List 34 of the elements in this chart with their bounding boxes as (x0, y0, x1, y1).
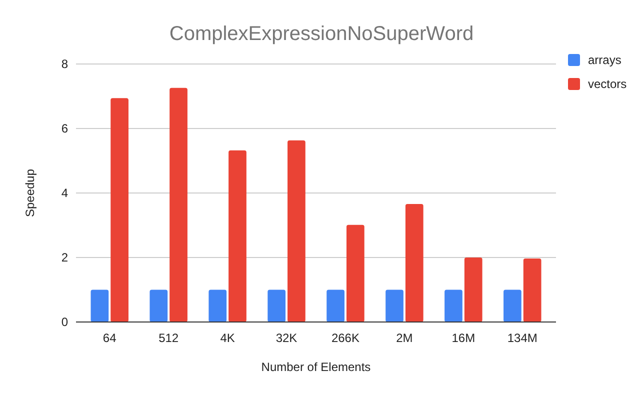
y-tick-label: 8 (61, 57, 68, 72)
bar (326, 290, 344, 322)
bar (464, 258, 482, 322)
bar (523, 258, 542, 322)
bar (288, 140, 306, 322)
x-tick-label: 16M (452, 331, 476, 345)
legend-label: arrays (588, 53, 622, 68)
x-tick-label: 32K (276, 331, 298, 345)
y-tick-label: 6 (61, 122, 68, 136)
bar (504, 290, 522, 322)
x-tick-label: 266K (331, 331, 360, 345)
x-axis-title: Number of Elements (261, 360, 371, 374)
x-tick-label: 512 (158, 331, 179, 345)
x-tick-label: 4K (220, 331, 235, 345)
bar (405, 204, 424, 322)
bar (386, 290, 404, 322)
bar (170, 88, 188, 322)
y-axis-title: Speedup (23, 168, 37, 218)
x-tick-label: 2M (396, 331, 413, 345)
bar (346, 224, 364, 322)
x-tick-label: 64 (102, 331, 117, 345)
legend-label: vectors (588, 77, 627, 92)
bar (150, 290, 168, 322)
bar (110, 98, 128, 322)
bar (90, 290, 109, 322)
y-tick-label: 0 (61, 315, 68, 330)
chart-title: ComplexExpressionNoSuperWord (169, 23, 474, 45)
bar (268, 290, 286, 322)
x-tick-label: 134M (507, 331, 538, 345)
y-tick-label: 2 (61, 250, 68, 265)
bar (208, 290, 227, 322)
y-tick-label: 4 (61, 186, 68, 200)
bar (444, 290, 462, 322)
bar (228, 150, 246, 322)
